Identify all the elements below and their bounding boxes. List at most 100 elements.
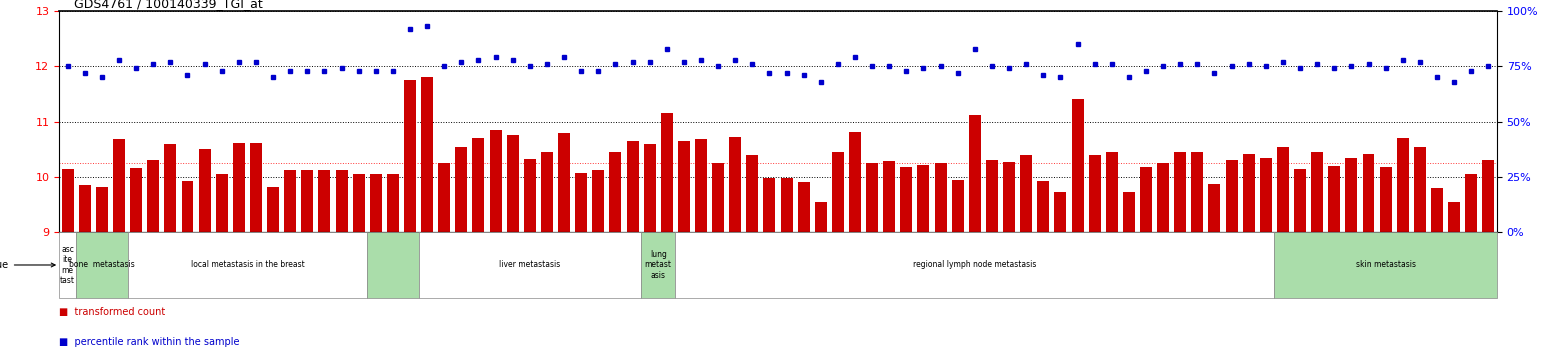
Bar xyxy=(781,178,792,232)
Bar xyxy=(165,144,176,232)
Bar xyxy=(507,135,518,232)
Bar xyxy=(593,170,604,232)
Bar xyxy=(456,147,467,232)
Text: liver metastasis: liver metastasis xyxy=(499,261,560,269)
Bar xyxy=(747,155,758,232)
Bar xyxy=(114,139,124,232)
Bar xyxy=(730,137,741,232)
Bar xyxy=(336,170,347,232)
Text: regional lymph node metastasis: regional lymph node metastasis xyxy=(913,261,1036,269)
Bar xyxy=(627,141,638,232)
Bar xyxy=(387,174,398,232)
Bar xyxy=(884,162,895,232)
Bar xyxy=(419,232,641,298)
Bar xyxy=(182,181,193,232)
Bar xyxy=(1274,232,1497,298)
Bar xyxy=(1123,192,1134,232)
Bar xyxy=(1072,99,1083,232)
Text: tissue: tissue xyxy=(0,260,54,270)
Bar xyxy=(815,202,826,232)
Bar xyxy=(1329,166,1340,232)
Bar xyxy=(987,160,997,232)
Bar xyxy=(696,139,706,232)
Bar xyxy=(59,232,76,298)
Bar xyxy=(867,163,878,232)
Bar xyxy=(319,170,330,232)
Text: ■  percentile rank within the sample: ■ percentile rank within the sample xyxy=(59,337,240,347)
Bar xyxy=(1483,160,1494,232)
Bar xyxy=(661,113,672,232)
Bar xyxy=(1414,147,1425,232)
Bar xyxy=(370,174,381,232)
Bar xyxy=(1209,184,1220,232)
Bar xyxy=(559,132,569,232)
Bar xyxy=(641,232,675,298)
Bar xyxy=(764,178,775,232)
Bar xyxy=(1089,155,1100,232)
Bar xyxy=(969,115,980,232)
Bar xyxy=(439,163,450,232)
Bar xyxy=(1192,152,1203,232)
Bar xyxy=(473,138,484,232)
Bar xyxy=(1466,174,1477,232)
Bar xyxy=(1021,155,1032,232)
Text: GDS4761 / 100140339_TGI_at: GDS4761 / 100140339_TGI_at xyxy=(73,0,263,10)
Bar xyxy=(576,172,587,232)
Bar xyxy=(148,160,159,232)
Bar xyxy=(268,187,279,232)
Bar xyxy=(850,131,860,232)
Bar xyxy=(79,185,90,232)
Bar xyxy=(1004,162,1015,232)
Bar xyxy=(1432,188,1442,232)
Bar xyxy=(1106,152,1117,232)
Bar xyxy=(1295,169,1305,232)
Bar xyxy=(678,141,689,232)
Bar xyxy=(1243,154,1254,232)
Bar xyxy=(1277,147,1288,232)
Bar xyxy=(131,168,142,232)
Bar xyxy=(1449,202,1460,232)
Bar xyxy=(96,187,107,232)
Bar xyxy=(367,232,419,298)
Bar xyxy=(216,174,227,232)
Bar xyxy=(918,165,929,232)
Bar xyxy=(798,183,809,232)
Bar xyxy=(76,232,128,298)
Bar xyxy=(832,152,843,232)
Bar xyxy=(490,130,501,232)
Bar xyxy=(1346,158,1357,232)
Bar xyxy=(610,152,621,232)
Bar xyxy=(62,169,73,232)
Text: local metastasis in the breast: local metastasis in the breast xyxy=(190,261,305,269)
Text: lung
metast
asis: lung metast asis xyxy=(644,250,672,280)
Bar xyxy=(935,163,946,232)
Text: asc
ite
me
tast: asc ite me tast xyxy=(61,245,75,285)
Bar xyxy=(422,77,433,232)
Bar xyxy=(285,170,296,232)
Text: skin metastasis: skin metastasis xyxy=(1355,261,1416,269)
Bar xyxy=(1397,138,1408,232)
Bar xyxy=(251,143,261,232)
Bar xyxy=(1380,167,1391,232)
Bar xyxy=(405,80,415,232)
Bar xyxy=(1038,182,1049,232)
Bar xyxy=(1055,192,1066,232)
Bar xyxy=(675,232,1274,298)
Bar xyxy=(524,159,535,232)
Bar xyxy=(199,149,210,232)
Bar xyxy=(1363,154,1374,232)
Bar xyxy=(901,167,912,232)
Bar xyxy=(1226,160,1237,232)
Bar xyxy=(302,170,313,232)
Text: ■  transformed count: ■ transformed count xyxy=(59,307,165,318)
Text: bone  metastasis: bone metastasis xyxy=(68,261,135,269)
Bar xyxy=(1260,158,1271,232)
Bar xyxy=(128,232,367,298)
Bar xyxy=(644,144,655,232)
Bar xyxy=(1141,167,1151,232)
Bar xyxy=(1175,152,1186,232)
Bar xyxy=(1158,163,1169,232)
Bar xyxy=(233,143,244,232)
Bar xyxy=(541,152,552,232)
Bar xyxy=(1312,152,1323,232)
